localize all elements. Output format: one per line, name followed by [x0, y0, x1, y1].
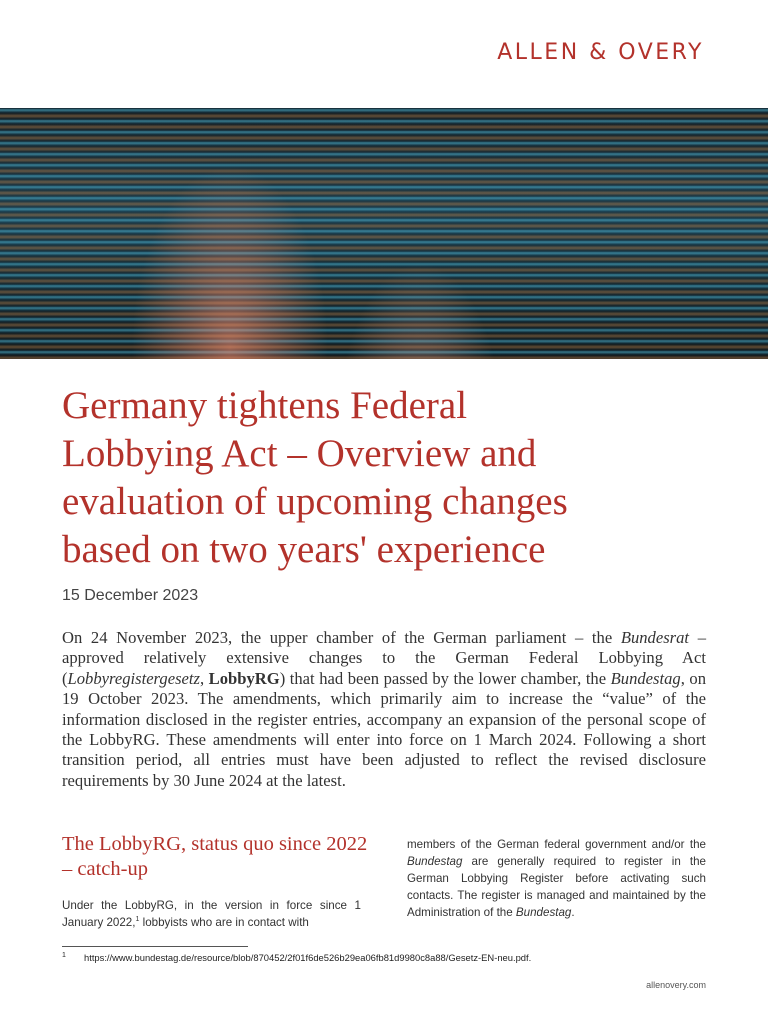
text: Bundestag — [515, 906, 572, 919]
footnote-number: 1 — [62, 952, 66, 959]
intro: On 24 November 2023, the upper chamber o… — [62, 628, 706, 791]
title-line: evaluation of upcoming changes — [62, 480, 568, 523]
title-line: Germany tightens Federal — [62, 384, 468, 427]
text: On 24 November 2023, the upper chamber o… — [62, 628, 621, 647]
text: LobbyRG — [208, 668, 280, 688]
text: , on 19 October 2023. The amendments, wh… — [62, 668, 706, 790]
footer-site: allenovery.com — [646, 980, 706, 990]
section-heading: The LobbyRG, status quo since 2022 – cat… — [62, 833, 368, 880]
column-left: Under the LobbyRG, in the version in for… — [62, 897, 361, 931]
text: ) that had been passed by the lower cham… — [279, 668, 611, 688]
footnote-text: https://www.bundestag.de/resource/blob/8… — [84, 952, 532, 963]
text: – approved relatively extensive changes … — [62, 628, 706, 688]
hero-photo — [0, 108, 768, 359]
footnote-rule — [62, 946, 248, 947]
text: Lobbyregistergesetz — [67, 668, 200, 688]
date: 15 December 2023 — [62, 587, 199, 604]
text: Bundesrat — [620, 628, 690, 647]
title-line: Lobbying Act – Overview and — [62, 432, 537, 475]
text: Bundestag — [407, 855, 463, 868]
text: Under the LobbyRG, in the version in for… — [62, 899, 361, 929]
text: , — [199, 668, 209, 688]
text: . — [571, 906, 575, 919]
text: lobbyists who are in contact with — [139, 916, 309, 929]
title: Germany tightens Federal Lobbying Act – … — [62, 382, 568, 574]
text: Bundestag — [610, 668, 681, 688]
logo: ALLEN & OVERY — [497, 40, 704, 65]
footnote-ref: 1 — [135, 916, 140, 924]
text: members of the German federal government… — [407, 838, 706, 851]
column-right: members of the German federal government… — [407, 836, 706, 921]
footnote: 1 https://www.bundestag.de/resource/blob/… — [62, 952, 531, 963]
title-line: based on two years' experience — [62, 528, 546, 571]
text: are generally required to register in th… — [407, 855, 706, 919]
